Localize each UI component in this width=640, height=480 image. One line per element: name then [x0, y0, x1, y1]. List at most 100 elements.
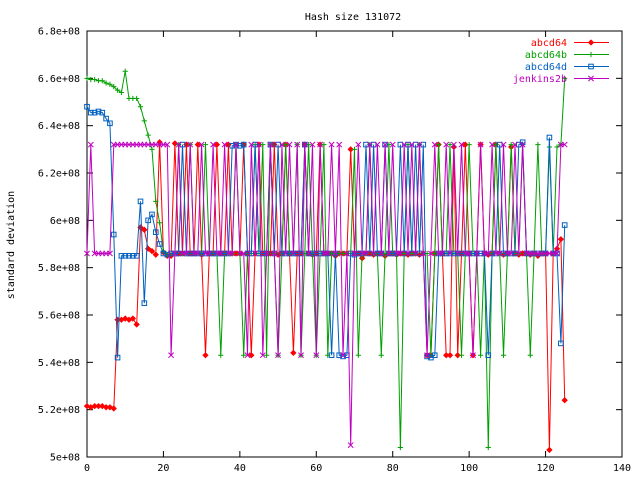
data-point-abcd64d — [210, 250, 216, 257]
data-point-jenkins2b — [454, 250, 461, 257]
data-point-abcd64b — [378, 352, 384, 358]
data-point-abcd64d — [458, 250, 465, 257]
data-point-abcd64b — [485, 444, 491, 451]
data-point-abcd64 — [202, 352, 209, 359]
data-point-abcd64b — [355, 352, 361, 358]
data-point-jenkins2b — [389, 141, 396, 148]
data-point-abcd64b — [141, 118, 147, 124]
data-point-abcd64d — [405, 141, 411, 148]
data-point-abcd64 — [129, 315, 137, 322]
data-point-abcd64d — [130, 253, 136, 259]
x-tick-label: 0 — [84, 463, 90, 474]
data-point-jenkins2b — [355, 141, 362, 148]
data-point-abcd64d — [485, 352, 492, 359]
data-point-abcd64 — [133, 321, 140, 328]
series-line-jenkins2b — [86, 144, 565, 446]
data-point-abcd64 — [194, 141, 201, 148]
data-point-abcd64d — [512, 250, 518, 257]
x-tick-label: 60 — [310, 463, 322, 474]
data-point-jenkins2b — [431, 141, 438, 148]
y-tick-label: 6.6e+08 — [38, 74, 80, 85]
data-point-abcd64d — [366, 250, 373, 257]
data-point-jenkins2b — [217, 250, 224, 257]
data-point-jenkins2b — [443, 141, 450, 148]
data-point-abcd64b — [99, 78, 105, 84]
data-point-abcd64d — [187, 250, 193, 257]
data-point-jenkins2b — [290, 250, 297, 257]
data-point-jenkins2b — [198, 141, 205, 148]
data-point-abcd64b — [500, 352, 507, 358]
y-tick-label: 6e+08 — [50, 216, 80, 227]
data-point-jenkins2b — [340, 352, 346, 359]
data-point-jenkins2b — [294, 141, 301, 148]
data-point-jenkins2b — [427, 250, 434, 257]
data-point-abcd64d — [107, 120, 113, 127]
data-point-abcd64 — [290, 349, 297, 357]
data-point-abcd64b — [134, 95, 140, 102]
data-point-abcd64b — [114, 87, 121, 93]
data-point-jenkins2b — [500, 141, 507, 148]
data-point-abcd64d — [370, 141, 377, 148]
x-tick-label: 40 — [234, 463, 246, 474]
data-point-abcd64 — [561, 397, 568, 404]
data-point-jenkins2b — [397, 250, 404, 257]
data-point-jenkins2b — [370, 250, 377, 257]
data-point-jenkins2b — [439, 250, 446, 257]
data-point-abcd64b — [527, 352, 533, 358]
data-point-abcd64b — [137, 104, 144, 110]
data-point-jenkins2b — [313, 352, 320, 359]
data-point-abcd64b — [535, 142, 541, 148]
axes: 0 20 40 60 80 100 120 140 5e+08 5.2e+08 5.4e+08 5.6… — [38, 27, 631, 475]
data-point-abcd64 — [462, 141, 469, 148]
data-point-abcd64b — [435, 142, 442, 148]
data-point-abcd64b — [321, 142, 327, 148]
data-point-jenkins2b — [515, 250, 522, 257]
data-point-abcd64d — [389, 250, 396, 257]
data-point-abcd64d — [451, 250, 457, 257]
data-point-abcd64d — [149, 211, 155, 218]
y-tick-label: 6.2e+08 — [38, 169, 80, 180]
legend-marker-abcd64 — [587, 39, 595, 46]
data-point-abcd64b — [264, 352, 270, 358]
data-point-jenkins2b — [210, 141, 217, 148]
data-point-jenkins2b — [271, 250, 278, 257]
data-point-jenkins2b — [171, 250, 178, 257]
data-point-abcd64d — [477, 250, 484, 257]
data-point-abcd64 — [454, 352, 461, 359]
data-point-abcd64b — [241, 352, 247, 358]
data-point-abcd64d — [489, 250, 495, 257]
data-point-abcd64d — [412, 141, 419, 148]
data-point-abcd64b — [118, 89, 124, 96]
data-point-abcd64d — [95, 108, 102, 115]
series-line-abcd64b — [86, 71, 566, 448]
data-point-jenkins2b — [416, 141, 423, 148]
data-point-abcd64 — [99, 402, 106, 410]
legend-label-abcd64b: abcd64b — [525, 50, 567, 61]
data-point-abcd64d — [363, 141, 369, 148]
data-point-abcd64b — [111, 84, 117, 90]
data-point-jenkins2b — [412, 250, 419, 257]
data-point-abcd64d — [240, 141, 247, 148]
data-point-jenkins2b — [244, 352, 251, 359]
data-point-abcd64d — [397, 141, 404, 148]
legend-marker-abcd64d — [588, 63, 594, 70]
data-point-jenkins2b — [485, 250, 492, 257]
legend-label-jenkins2b: jenkins2b — [513, 74, 567, 85]
data-point-jenkins2b — [328, 141, 335, 148]
data-point-abcd64b — [458, 352, 465, 358]
data-point-jenkins2b — [301, 141, 308, 148]
data-point-jenkins2b — [473, 250, 480, 257]
data-point-abcd64b — [122, 68, 128, 74]
data-point-jenkins2b — [206, 250, 213, 257]
data-point-abcd64b — [260, 142, 266, 148]
data-point-jenkins2b — [263, 250, 270, 257]
data-point-jenkins2b — [512, 141, 518, 148]
legend-label-abcd64d: abcd64d — [525, 62, 567, 73]
data-point-jenkins2b — [240, 250, 247, 257]
chart-title: Hash size 131072 — [305, 12, 401, 23]
data-point-jenkins2b — [305, 250, 312, 257]
data-point-abcd64b — [397, 444, 403, 451]
data-point-jenkins2b — [401, 141, 408, 148]
data-point-jenkins2b — [458, 141, 465, 148]
